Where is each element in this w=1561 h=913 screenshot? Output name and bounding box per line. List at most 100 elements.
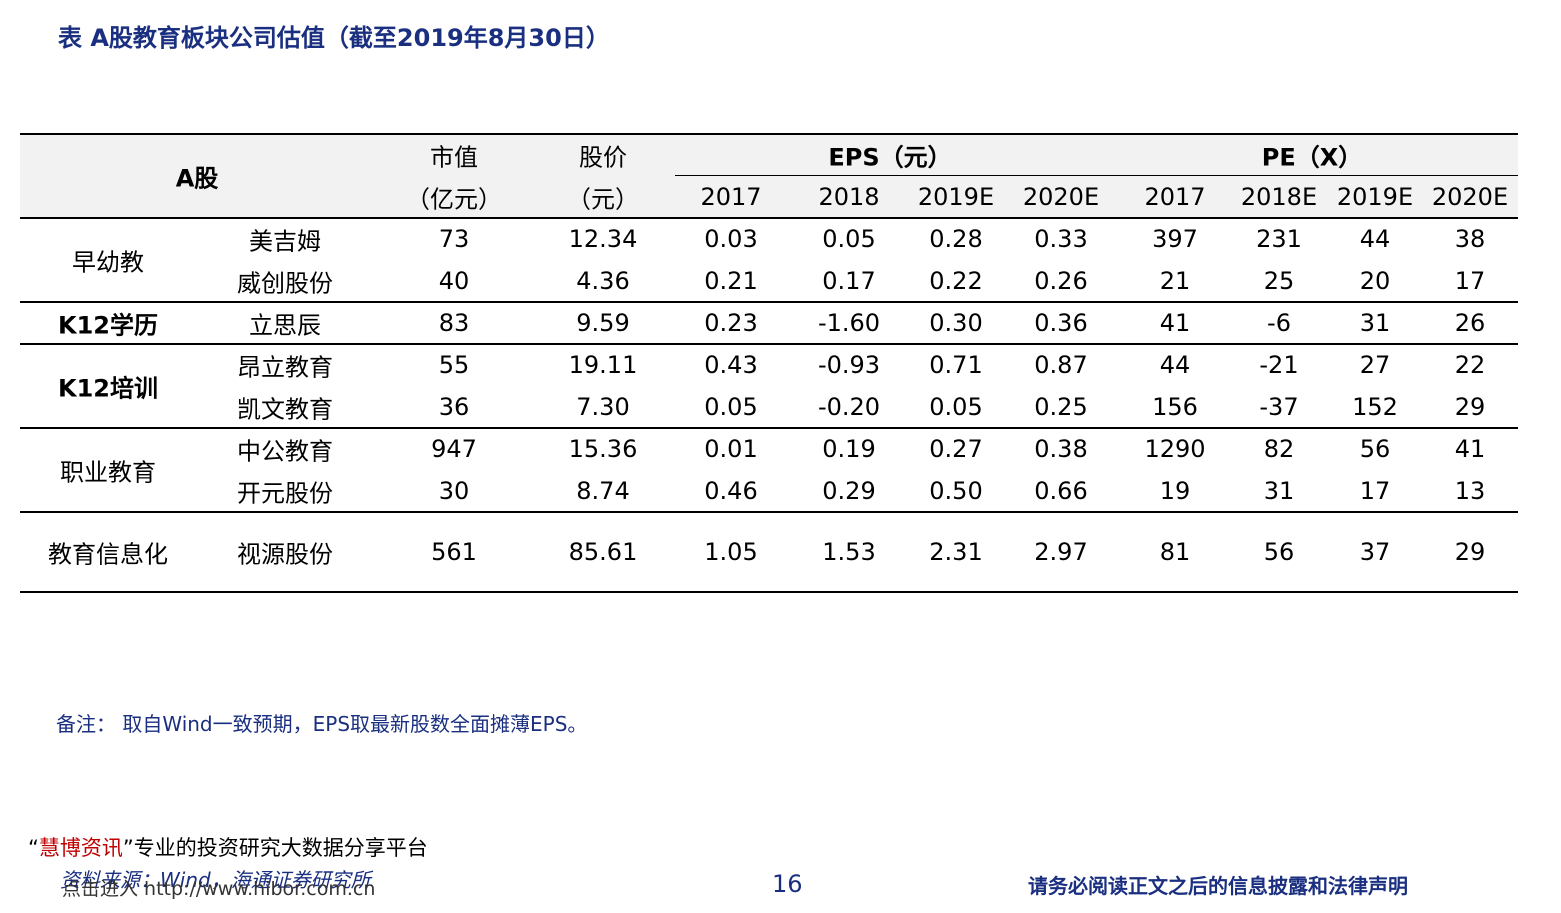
header-year: 2018E [1240,183,1318,211]
value: 0.26 [1034,267,1088,295]
value: 397 [1152,225,1198,253]
value: 0.17 [822,267,876,295]
note: 备注： 取自Wind一致预期，EPS取最新股数全面摊薄EPS。 [56,712,588,736]
value: 1.05 [704,538,758,566]
value: 12.34 [568,225,638,253]
value: 0.05 [704,393,758,421]
group-name: 教育信息化 [48,540,168,569]
value: 31 [1263,477,1295,505]
rule [20,343,1518,345]
company: 视源股份 [237,540,333,569]
value: 0.30 [929,309,983,337]
header-year: 2020E [1022,183,1100,211]
rule [20,301,1518,303]
value: -37 [1259,393,1299,421]
value: 8.74 [576,477,630,505]
value: 0.23 [704,309,758,337]
value: 56 [1263,538,1295,566]
value: 0.46 [704,477,758,505]
header-pe: PE（X） [1261,143,1363,172]
company: 立思辰 [249,311,321,340]
value: 0.36 [1034,309,1088,337]
value: 0.29 [822,477,876,505]
value: 17 [1359,477,1391,505]
value: 156 [1152,393,1198,421]
header-year: 2017 [1144,183,1206,211]
value: 73 [438,225,470,253]
value: 40 [438,267,470,295]
value: 0.87 [1034,351,1088,379]
value: 561 [431,538,477,566]
value: 37 [1359,538,1391,566]
slogan-text: ”专业的投资研究大数据分享平台 [122,836,428,860]
value: 25 [1263,267,1295,295]
header-price-unit: （元） [567,185,639,214]
value: 20 [1359,267,1391,295]
value: 7.30 [576,393,630,421]
header-mcap: 市值 [430,143,478,172]
header-year: 2018 [818,183,880,211]
value: 0.28 [929,225,983,253]
value: 0.27 [929,435,983,463]
value: -6 [1267,309,1291,337]
value: 17 [1454,267,1486,295]
rule [20,511,1518,513]
header-segment: A股 [175,164,219,193]
company: 开元股份 [237,479,333,508]
value: 0.05 [822,225,876,253]
value: 1290 [1144,435,1206,463]
company: 中公教育 [237,437,333,466]
link[interactable]: 点击进入 http://www.hibor.com.cn [62,878,376,900]
value: 0.01 [704,435,758,463]
title: 表 A股教育板块公司估值（截至2019年8月30日） [58,24,610,52]
value: 0.66 [1034,477,1088,505]
header-year: 2020E [1431,183,1509,211]
value: 0.38 [1034,435,1088,463]
quote: “ [28,836,39,860]
disclaimer: 请务必阅读正文之后的信息披露和法律声明 [1028,874,1408,898]
slogan: “慧博资讯”专业的投资研究大数据分享平台 [28,832,428,862]
company: 昂立教育 [237,353,333,382]
value: -21 [1259,351,1299,379]
group-name: 职业教育 [60,458,156,487]
brand: 慧博资讯 [38,836,123,860]
value: 29 [1454,538,1486,566]
value: 9.59 [576,309,630,337]
value: 0.03 [704,225,758,253]
value: 41 [1454,435,1486,463]
value: 1.53 [822,538,876,566]
header-mcap-unit: （亿元） [406,185,502,214]
value: 30 [438,477,470,505]
value: 21 [1159,267,1191,295]
value: 29 [1454,393,1486,421]
value: 36 [438,393,470,421]
value: 81 [1159,538,1191,566]
source: 资料来源：Wind，海通证券研究所 [60,868,371,892]
value: 83 [438,309,470,337]
value: 44 [1359,225,1391,253]
company: 凯文教育 [237,395,333,424]
value: 2.31 [929,538,983,566]
header-year: 2019E [917,183,995,211]
value: 2.97 [1034,538,1088,566]
value: 27 [1359,351,1391,379]
company: 美吉姆 [249,227,321,256]
value: 44 [1159,351,1191,379]
rule [675,175,1518,176]
value: -1.60 [817,309,881,337]
group-name: K12培训 [58,374,158,403]
value: 82 [1263,435,1295,463]
value: 13 [1454,477,1486,505]
value: 56 [1359,435,1391,463]
value: 41 [1159,309,1191,337]
rule [20,133,1518,135]
rule [20,427,1518,429]
value: 15.36 [568,435,638,463]
header-eps: EPS（元） [828,143,952,172]
header-year: 2017 [700,183,762,211]
value: 85.61 [568,538,638,566]
value: 0.05 [929,393,983,421]
value: 22 [1454,351,1486,379]
value: 55 [438,351,470,379]
value: 19.11 [568,351,638,379]
